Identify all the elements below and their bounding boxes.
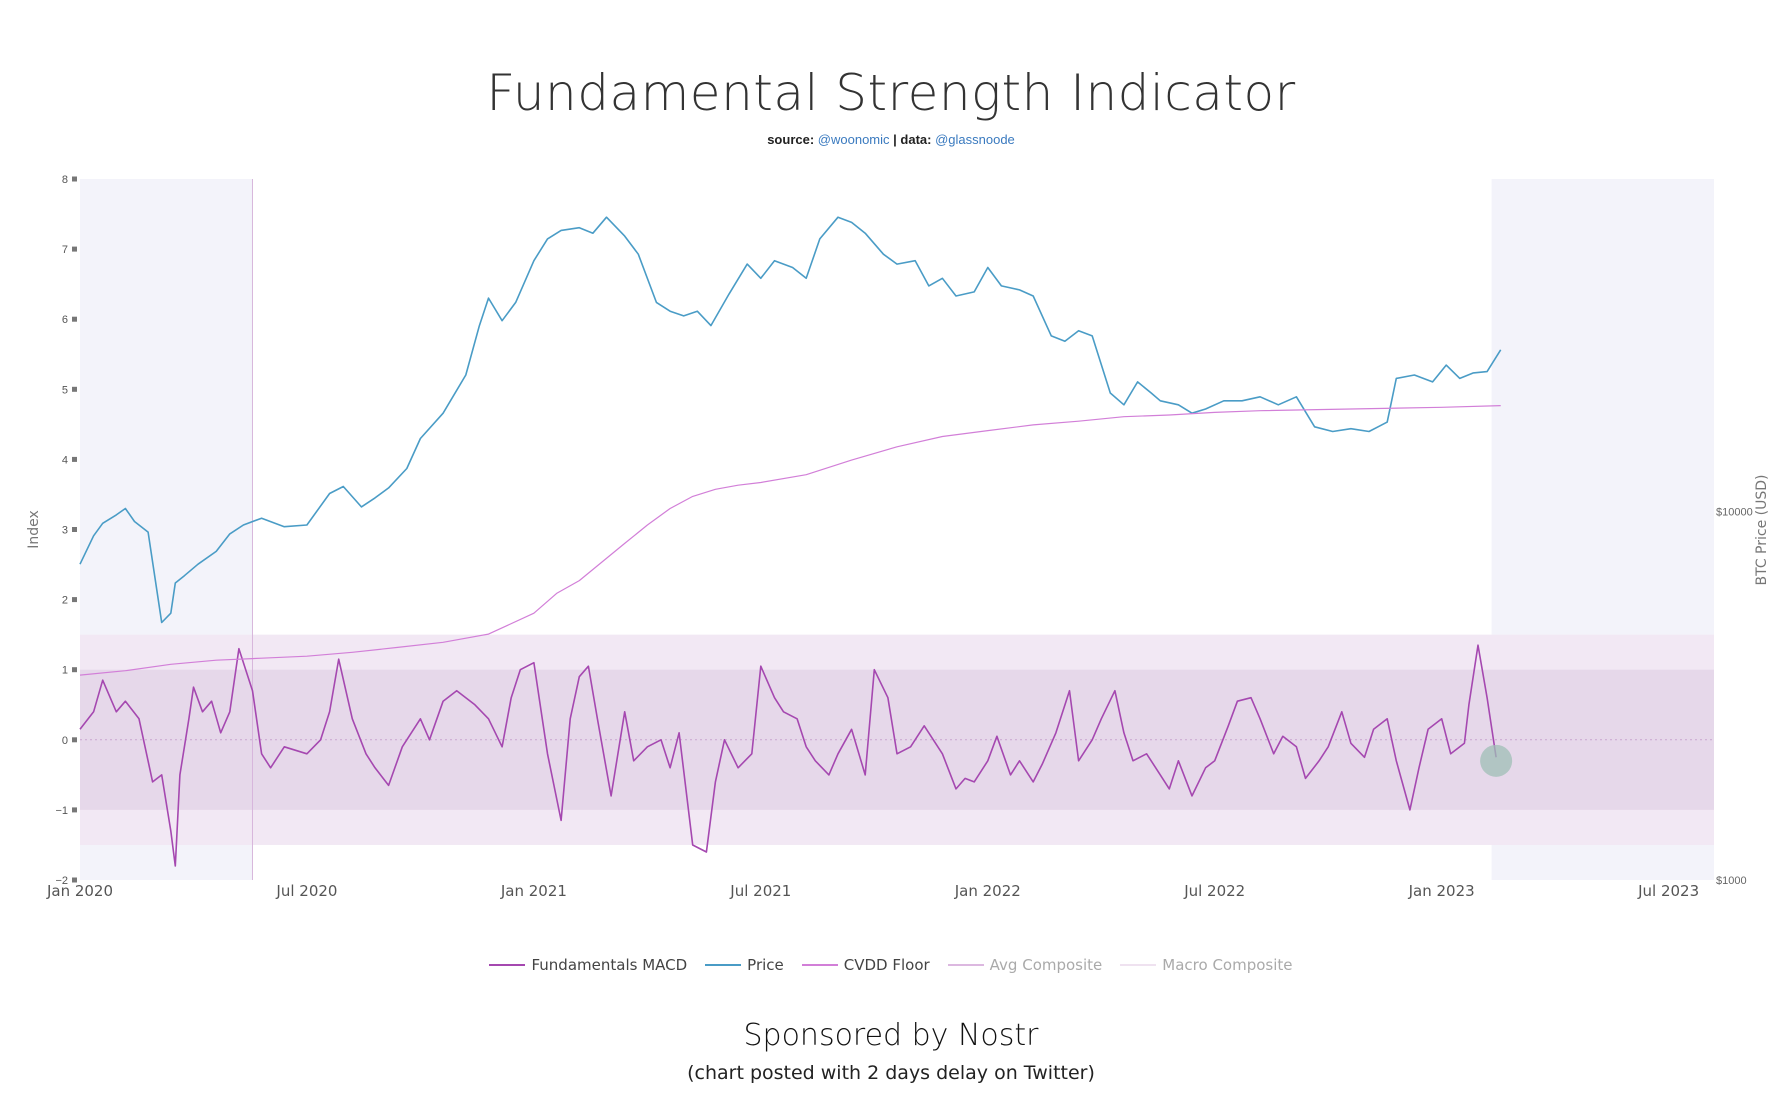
y-tick-label: 4 bbox=[62, 454, 68, 466]
y-tick-mark bbox=[72, 527, 77, 532]
latest-point-marker bbox=[1480, 744, 1513, 777]
legend-item-cvdd[interactable]: CVDD Floor bbox=[801, 956, 930, 974]
y-tick-mark bbox=[72, 667, 77, 673]
x-tick-label: Jul 2020 bbox=[275, 882, 337, 900]
y-tick-mark bbox=[72, 877, 77, 883]
x-tick-label: Jan 2022 bbox=[954, 882, 1021, 900]
y-tick-label: −2 bbox=[55, 875, 68, 887]
x-tick-label: Jul 2021 bbox=[729, 882, 791, 900]
chart-plot[interactable]: −2 −1 0 1 2 3 4 5 6 7 8 Index $1000 $10000 BTC Price (… bbox=[0, 0, 1782, 1000]
delay-note: (chart posted with 2 days delay on Twitt… bbox=[687, 1062, 1095, 1084]
legend-item-avg-composite[interactable]: Avg Composite bbox=[947, 956, 1103, 974]
legend-item-macd[interactable]: Fundamentals MACD bbox=[489, 956, 687, 974]
source-prefix: source: bbox=[767, 132, 815, 147]
y2-axis-label: BTC Price (USD) bbox=[1754, 474, 1770, 585]
y-tick-label: 2 bbox=[62, 595, 68, 607]
legend-swatch-macd bbox=[489, 964, 526, 966]
y-tick-label: 7 bbox=[62, 244, 68, 256]
legend-label-macd: Fundamentals MACD bbox=[531, 956, 688, 974]
y2-tick-label: $10000 bbox=[1716, 507, 1753, 519]
legend-item-price[interactable]: Price bbox=[705, 956, 784, 974]
y-tick-label: 0 bbox=[62, 735, 68, 747]
y-tick-mark bbox=[72, 737, 77, 743]
y-tick-mark bbox=[72, 316, 77, 322]
y-tick-label: 8 bbox=[62, 174, 68, 186]
chart-legend: Fundamentals MACD Price CVDD Floor Avg C… bbox=[0, 956, 1782, 974]
y-tick-label: 1 bbox=[62, 665, 68, 677]
series-cvdd-line bbox=[79, 405, 1501, 676]
series-price-line bbox=[79, 216, 1502, 624]
source-link[interactable]: @woonomic bbox=[817, 132, 890, 147]
legend-swatch-price bbox=[705, 964, 742, 966]
x-tick-label: Jul 2022 bbox=[1183, 882, 1245, 900]
y-tick-label: −1 bbox=[55, 805, 68, 817]
chart-title: Fundamental Strength Indicator bbox=[486, 64, 1296, 122]
y-tick-mark bbox=[72, 246, 77, 252]
legend-label-macro: Macro Composite bbox=[1162, 956, 1293, 974]
y-tick-label: 3 bbox=[62, 525, 68, 537]
x-tick-label: Jan 2023 bbox=[1408, 882, 1475, 900]
x-tick-label: Jan 2021 bbox=[500, 882, 567, 900]
legend-swatch-avg bbox=[947, 964, 984, 966]
legend-item-macro-composite[interactable]: Macro Composite bbox=[1120, 956, 1293, 974]
y-tick-label: 5 bbox=[62, 384, 68, 396]
data-link[interactable]: @glassnoode bbox=[935, 132, 1015, 147]
series-macd-line bbox=[79, 644, 1497, 867]
legend-label-price: Price bbox=[747, 956, 784, 974]
y-tick-mark bbox=[72, 386, 77, 392]
x-tick-label: Jan 2020 bbox=[46, 882, 113, 900]
sponsor-text: Sponsored by Nostr bbox=[743, 1018, 1039, 1053]
y-axis-label: Index bbox=[26, 510, 42, 549]
legend-swatch-cvdd bbox=[801, 964, 838, 966]
data-prefix: | data: bbox=[893, 132, 932, 147]
y2-tick-label: $1000 bbox=[1716, 875, 1747, 887]
y-tick-mark bbox=[72, 176, 77, 182]
chart-subtitle: source: @woonomic | data: @glassnoode bbox=[0, 132, 1782, 147]
y-tick-label: 6 bbox=[62, 314, 68, 326]
legend-label-avg: Avg Composite bbox=[989, 956, 1103, 974]
y-tick-mark bbox=[72, 597, 77, 603]
legend-label-cvdd: CVDD Floor bbox=[843, 956, 930, 974]
y-tick-mark bbox=[72, 456, 77, 462]
x-tick-label: Jul 2023 bbox=[1637, 882, 1699, 900]
legend-swatch-macro bbox=[1120, 964, 1157, 966]
y-tick-mark bbox=[72, 807, 77, 813]
